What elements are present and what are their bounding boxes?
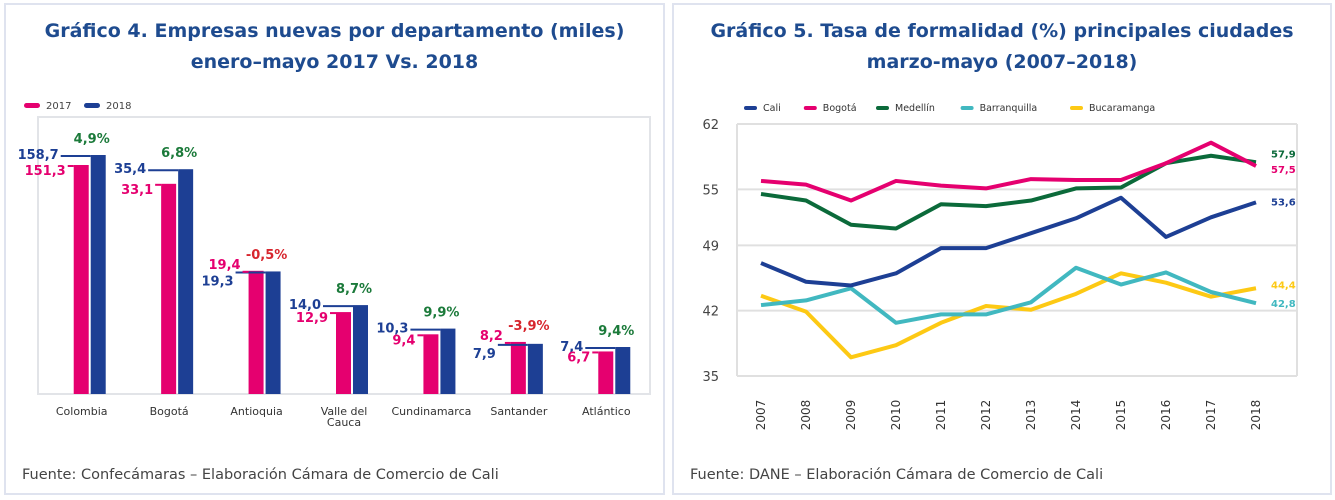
legend-swatch-Cali — [744, 106, 757, 110]
bar-2018-1 — [178, 169, 194, 394]
end-label-Medellín: 57,9 — [1271, 149, 1296, 160]
legend-label-Bucaramanga: Bucaramanga — [1089, 103, 1155, 114]
value-label-2018-6: 7,4 — [560, 340, 583, 355]
value-label-2017-4: 9,4 — [392, 333, 415, 348]
bar-2017-2 — [248, 270, 264, 394]
x-tick-label: 2009 — [844, 400, 858, 431]
legend-swatch-2018 — [84, 103, 100, 108]
bar-2018-3 — [353, 305, 368, 394]
bar-2017-0 — [73, 165, 89, 394]
value-label-2018-4: 10,3 — [376, 322, 408, 337]
bar-2018-2 — [265, 271, 281, 394]
x-tick-label: 2013 — [1024, 400, 1038, 431]
line-chart-title: Gráfico 5. Tasa de formalidad (%) princi… — [710, 20, 1294, 42]
change-label-6: 9,4% — [598, 324, 634, 339]
y-tick-label: 35 — [702, 370, 719, 385]
value-label-2017-2: 19,4 — [208, 258, 240, 273]
end-label-Barranquilla: 42,8 — [1271, 299, 1296, 310]
category-label-4: Cundinamarca — [391, 405, 471, 418]
y-tick-label: 49 — [702, 239, 719, 254]
legend-label-Bogotá: Bogotá — [823, 103, 857, 114]
category-label-0: Colombia — [56, 405, 108, 418]
value-label-2018-2: 19,3 — [201, 274, 233, 289]
x-tick-label: 2007 — [754, 400, 768, 431]
value-label-2017-0: 151,3 — [25, 164, 66, 179]
bar-2018-5 — [527, 343, 543, 394]
value-label-2018-1: 35,4 — [114, 162, 146, 177]
x-tick-label: 2018 — [1249, 400, 1263, 431]
change-label-0: 4,9% — [74, 132, 110, 147]
legend-swatch-2017 — [24, 103, 40, 108]
change-label-4: 9,9% — [423, 306, 459, 321]
bar-2017-1 — [161, 183, 177, 394]
category-label-6: Atlántico — [582, 405, 631, 418]
category-label-1: Bogotá — [150, 405, 189, 418]
legend-label-Barranquilla: Barranquilla — [980, 103, 1038, 114]
x-tick-label: 2016 — [1159, 400, 1173, 431]
x-tick-label: 2012 — [979, 400, 993, 431]
bar-chart-source: Fuente: Confecámaras – Elaboración Cámar… — [22, 467, 499, 483]
x-tick-label: 2015 — [1114, 400, 1128, 431]
bar-2018-0 — [90, 155, 106, 394]
category-label-5: Santander — [490, 405, 547, 418]
line-chart-source: Fuente: DANE – Elaboración Cámara de Com… — [690, 467, 1104, 483]
x-tick-label: 2010 — [889, 400, 903, 431]
bar-2018-6 — [615, 347, 631, 394]
bar-chart-subtitle: enero–mayo 2017 Vs. 2018 — [190, 51, 479, 73]
change-label-1: 6,8% — [161, 146, 197, 161]
legend-label-2017: 2017 — [46, 101, 71, 112]
bar-2017-3 — [336, 312, 351, 394]
change-label-5: -3,9% — [508, 319, 549, 334]
legend-label-Medellín: Medellín — [895, 103, 935, 114]
end-label-Bogotá: 57,5 — [1271, 165, 1296, 176]
series-line-Medellín — [760, 153, 1257, 231]
line-chart: 35 42 49 55 62 2007 2008 2009 2010 2011 2012 2013 20… — [702, 103, 1298, 431]
series-line-Bogotá — [760, 140, 1257, 203]
end-label-Cali: 53,6 — [1271, 197, 1296, 208]
end-label-Bucaramanga: 44,4 — [1271, 280, 1296, 291]
y-tick-label: 42 — [702, 305, 719, 320]
bar-2017-6 — [598, 351, 614, 394]
y-tick-label: 55 — [702, 183, 719, 198]
line-chart-title-block: Gráfico 5. Tasa de formalidad (%) princi… — [674, 16, 1330, 78]
x-tick-label: 2008 — [799, 400, 813, 431]
line-chart-panel: Gráfico 5. Tasa de formalidad (%) princi… — [672, 3, 1332, 495]
value-label-2018-0: 158,7 — [18, 148, 59, 163]
bar-chart-title-block: Gráfico 4. Empresas nuevas por departame… — [6, 16, 663, 78]
value-label-2017-3: 12,9 — [296, 311, 328, 326]
change-label-2: -0,5% — [246, 248, 287, 263]
series-line-Cali — [760, 195, 1257, 288]
x-tick-label: 2017 — [1204, 400, 1218, 431]
legend-swatch-Bogotá — [803, 106, 817, 110]
value-label-2018-3: 14,0 — [289, 298, 321, 313]
bar-2017-5 — [510, 341, 526, 394]
bar-chart-title: Gráfico 4. Empresas nuevas por departame… — [44, 20, 625, 42]
bar-2017-4 — [423, 334, 439, 394]
value-label-2017-5: 8,2 — [480, 329, 503, 344]
legend-swatch-Barranquilla — [960, 106, 974, 110]
bar-chart-panel: Gráfico 4. Empresas nuevas por departame… — [4, 3, 665, 495]
legend-label-Cali: Cali — [763, 103, 781, 114]
value-label-2018-5: 7,9 — [473, 347, 496, 362]
bar-2018-4 — [440, 328, 456, 394]
value-label-2017-1: 33,1 — [121, 183, 153, 198]
x-tick-label: 2014 — [1069, 400, 1083, 431]
legend-swatch-Medellín — [876, 106, 889, 110]
change-label-3: 8,7% — [336, 282, 372, 297]
value-label-2017-6: 6,7 — [567, 350, 590, 365]
series-line-Barranquilla — [760, 265, 1257, 325]
legend-swatch-Bucaramanga — [1070, 106, 1083, 110]
legend-label-2018: 2018 — [106, 101, 131, 112]
y-tick-label: 62 — [702, 118, 719, 133]
category-label-3: Cauca — [327, 416, 361, 429]
category-label-3: Valle del — [321, 405, 368, 418]
category-label-2: Antioquia — [230, 405, 282, 418]
line-chart-subtitle: marzo-mayo (2007–2018) — [866, 51, 1138, 73]
x-tick-label: 2011 — [934, 400, 948, 431]
